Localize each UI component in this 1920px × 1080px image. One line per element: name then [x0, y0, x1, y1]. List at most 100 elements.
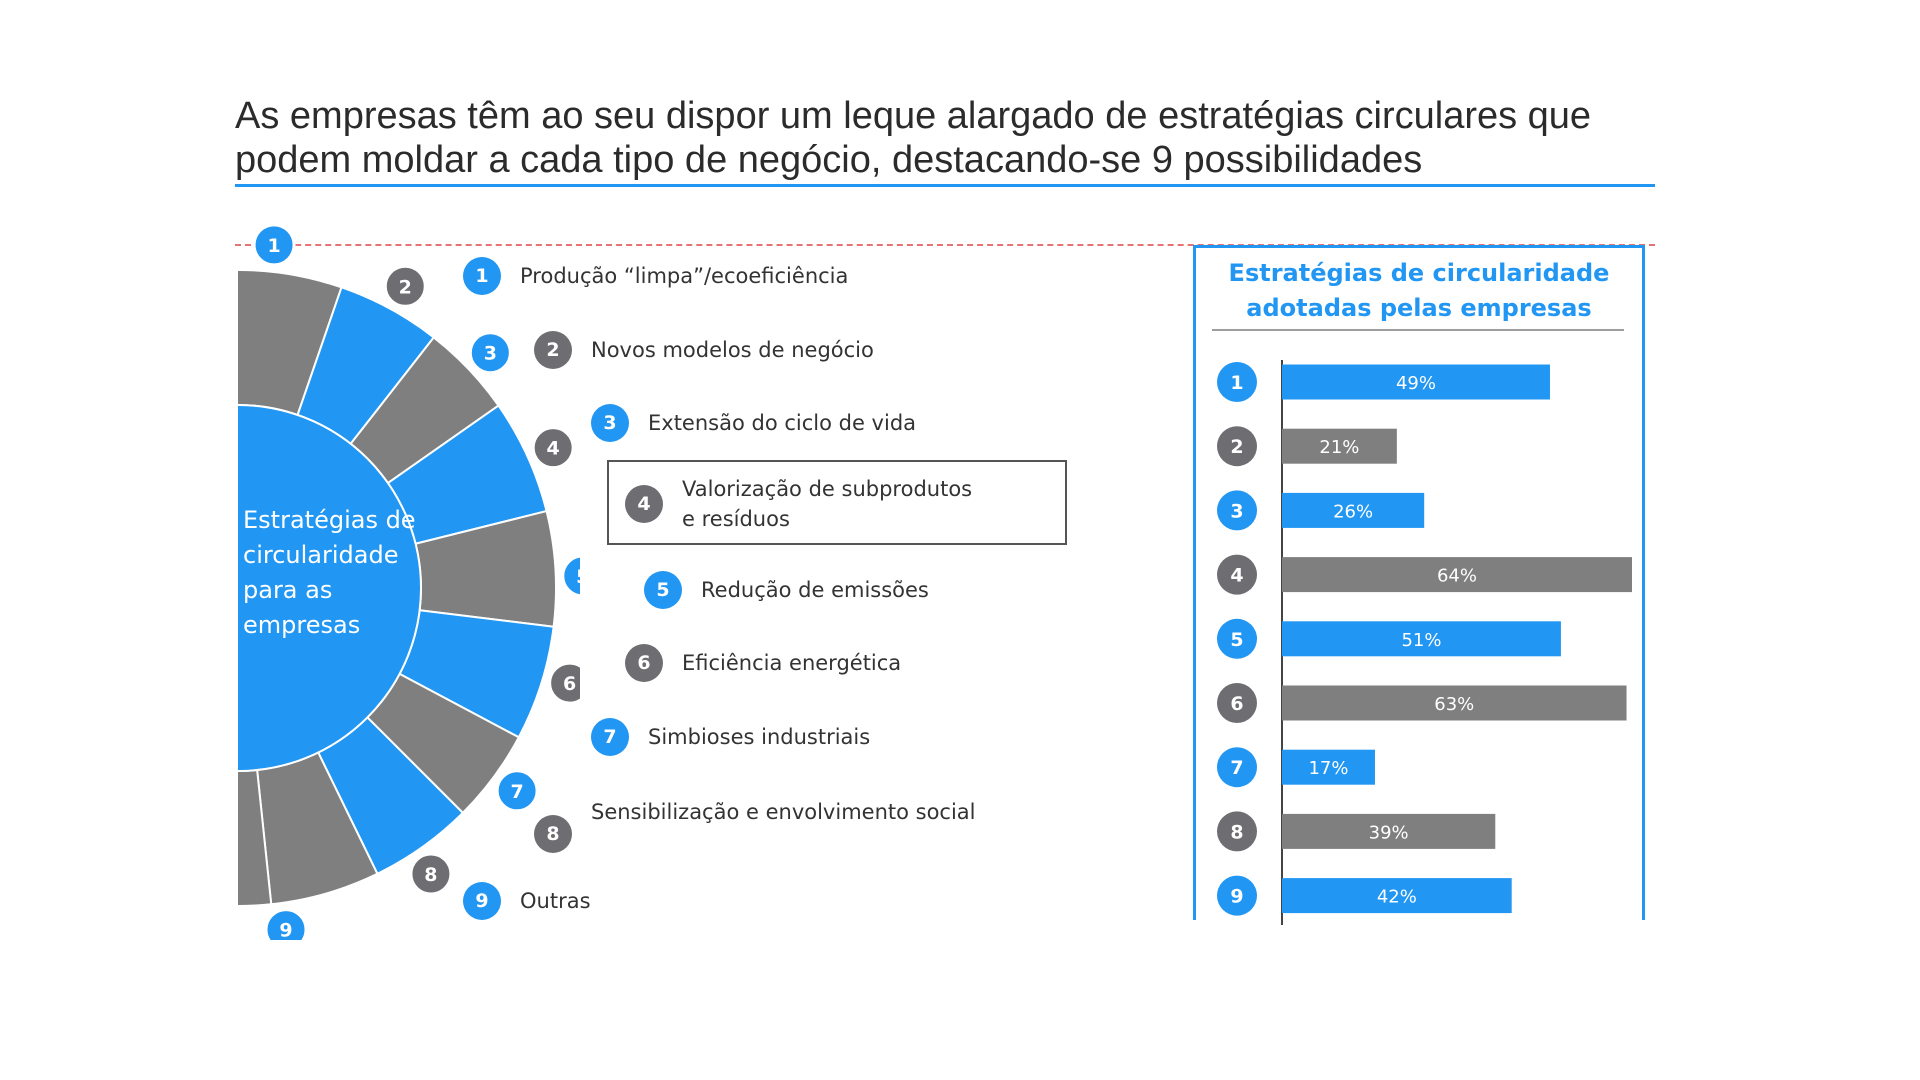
- wheel-number-label: 7: [510, 781, 523, 803]
- category-badge: [1217, 426, 1257, 467]
- category-label: 1: [1230, 372, 1243, 394]
- category-badge: [1217, 811, 1257, 852]
- category-badge: [1217, 362, 1257, 402]
- chart-bar: [1282, 557, 1632, 593]
- category-badge: [1217, 554, 1257, 595]
- wheel-number-label: 2: [399, 276, 412, 298]
- bar-value-label: 42%: [1377, 887, 1417, 908]
- chart-bar: [1282, 621, 1561, 657]
- title-underline: [235, 184, 1655, 187]
- chart-title-line: adotadas pelas empresas: [1246, 294, 1592, 322]
- strategy-wheel: Estratégias de circularidade para as empres…: [238, 223, 580, 940]
- strategy-item-7: 7 Simbioses industriais: [591, 717, 870, 757]
- wheel-number-badge: [264, 908, 308, 940]
- wheel-number-label: 6: [563, 673, 576, 695]
- category-label: 6: [1230, 693, 1243, 715]
- number-badge: 3: [591, 404, 629, 442]
- chart-bar: [1282, 878, 1512, 914]
- chart-bar: [1282, 813, 1496, 849]
- wheel-number-label: 5: [576, 566, 580, 588]
- chart-title: Estratégias de circularidade adotadas pe…: [1200, 256, 1638, 326]
- strategy-item-2: 2 Novos modelos de negócio: [534, 330, 874, 370]
- dashed-divider: [235, 244, 1655, 246]
- category-badge: [1217, 618, 1257, 659]
- strategy-label: Valorização de subprodutos e resíduos: [682, 474, 972, 534]
- strategy-label-line: Valorização de subprodutos: [682, 477, 973, 501]
- wheel-number-label: 3: [484, 343, 497, 365]
- strategy-label: Produção “limpa”/ecoeficiência: [520, 264, 849, 288]
- chart-bar: [1282, 428, 1397, 464]
- strategy-label: Sensibilização e envolvimento social: [591, 800, 976, 824]
- bar-value-label: 17%: [1308, 758, 1348, 779]
- chart-bar: [1282, 364, 1550, 400]
- number-badge: 6: [625, 644, 663, 682]
- category-badge: [1217, 747, 1257, 788]
- chart-title-line: Estratégias de circularidade: [1228, 259, 1610, 287]
- highlight-box: [607, 460, 1067, 545]
- category-label: 9: [1230, 886, 1243, 908]
- strategy-item-8: 8 Sensibilização e envolvimento social: [534, 797, 976, 857]
- wheel-number-badge: [561, 554, 580, 598]
- chart-title-rule: [1212, 329, 1624, 331]
- bar-value-label: 39%: [1369, 822, 1409, 843]
- bar-value-label: 64%: [1437, 566, 1477, 587]
- wheel-center-label-line: empresas: [243, 611, 360, 639]
- number-badge: 4: [625, 485, 663, 523]
- strategy-item-4: 4 Valorização de subprodutos e resíduos: [625, 472, 972, 536]
- number-badge: 7: [591, 718, 629, 756]
- chart-panel: [1193, 245, 1645, 920]
- category-badge: [1217, 490, 1257, 531]
- chart-bar: [1282, 685, 1627, 721]
- strategy-label: Outras: [520, 889, 591, 913]
- wheel-number-label: 9: [279, 920, 292, 940]
- strategy-label-line: e resíduos: [682, 507, 790, 531]
- bar-value-label: 63%: [1434, 694, 1474, 715]
- wheel-number-label: 4: [547, 438, 560, 460]
- strategy-item-9: 9 Outras: [463, 881, 591, 921]
- chart-bar: [1282, 749, 1375, 785]
- wheel-center-label: Estratégias de circularidade para as empres…: [243, 506, 416, 639]
- wheel-center-label-line: Estratégias de: [243, 506, 416, 534]
- bar-value-label: 21%: [1319, 437, 1359, 458]
- wheel-number-badge: [468, 331, 512, 375]
- category-label: 3: [1230, 500, 1243, 522]
- strategy-label: Simbioses industriais: [648, 725, 871, 749]
- wheel-number-badge: [383, 264, 427, 308]
- bar-value-label: 49%: [1396, 373, 1436, 394]
- number-badge: 9: [463, 882, 501, 920]
- category-label: 8: [1230, 821, 1243, 843]
- category-label: 5: [1230, 629, 1243, 651]
- category-label: 4: [1230, 565, 1243, 587]
- strategy-label: Novos modelos de negócio: [591, 338, 874, 362]
- number-badge: 8: [534, 815, 572, 853]
- strategy-label: Extensão do ciclo de vida: [648, 411, 917, 435]
- bar-value-label: 51%: [1401, 630, 1441, 651]
- category-badge: [1217, 683, 1257, 723]
- wheel-center-label-line: circularidade: [243, 541, 398, 569]
- strategy-item-5: 5 Redução de emissões: [644, 570, 929, 610]
- page-title: As empresas têm ao seu dispor um leque a…: [235, 95, 1592, 181]
- number-badge: 1: [463, 257, 501, 295]
- strategy-item-1: 1 Produção “limpa”/ecoeficiência: [463, 256, 848, 296]
- strategy-item-6: 6 Eficiência energética: [625, 643, 901, 683]
- wheel-center: [238, 404, 422, 772]
- category-badge: [1217, 875, 1257, 916]
- wheel-number-label: 1: [267, 235, 280, 257]
- category-label: 2: [1230, 436, 1243, 458]
- category-label: 7: [1230, 757, 1243, 779]
- strategy-label: Eficiência energética: [682, 651, 902, 675]
- bar-value-label: 26%: [1333, 501, 1373, 522]
- wheel-number-badge: [548, 661, 580, 705]
- wheel-center-label-line: para as: [243, 576, 332, 604]
- chart-bar: [1282, 492, 1425, 528]
- strategy-label: Redução de emissões: [701, 578, 929, 602]
- wheel-number-badge: [495, 769, 539, 813]
- wheel-number-badge: [531, 426, 575, 470]
- number-badge: 2: [534, 331, 572, 369]
- number-badge: 5: [644, 571, 682, 609]
- wheel-number-label: 8: [424, 864, 437, 886]
- wheel-number-badge: [252, 223, 296, 267]
- strategy-item-3: 3 Extensão do ciclo de vida: [591, 403, 916, 443]
- wheel-number-badge: [409, 852, 453, 896]
